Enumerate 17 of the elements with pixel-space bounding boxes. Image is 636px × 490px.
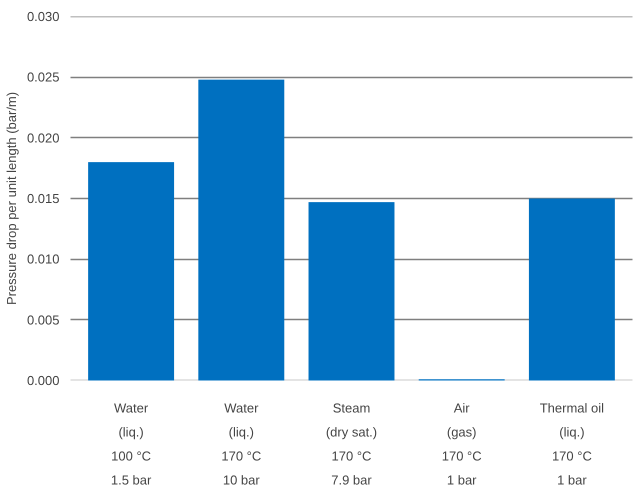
y-tick-label: 0.025 <box>26 70 60 85</box>
bar <box>308 202 394 380</box>
x-tick-label: Air (gas) 170 °C 1 bar <box>442 400 482 488</box>
y-tick-label: 0.010 <box>26 252 60 267</box>
x-tick-label: Thermal oil (liq.) 170 °C 1 bar <box>540 400 604 488</box>
bar <box>88 162 174 380</box>
x-tick-label: Water (liq.) 170 °C 10 bar <box>221 400 262 488</box>
y-tick-label: 0.020 <box>26 130 60 146</box>
y-tick-label: 0.015 <box>26 191 60 206</box>
x-tick-label: Water (liq.) 100 °C 1.5 bar <box>110 400 152 488</box>
y-axis-title: Pressure drop per unit length (bar/m) <box>4 92 19 306</box>
x-tick-label: Steam (dry sat.) 170 °C 7.9 bar <box>326 400 378 488</box>
bar <box>528 198 615 380</box>
y-tick-label: 0.005 <box>26 312 60 328</box>
y-tick-label: 0.030 <box>26 9 60 24</box>
y-tick-label: 0.000 <box>26 373 60 388</box>
bar <box>198 80 284 380</box>
